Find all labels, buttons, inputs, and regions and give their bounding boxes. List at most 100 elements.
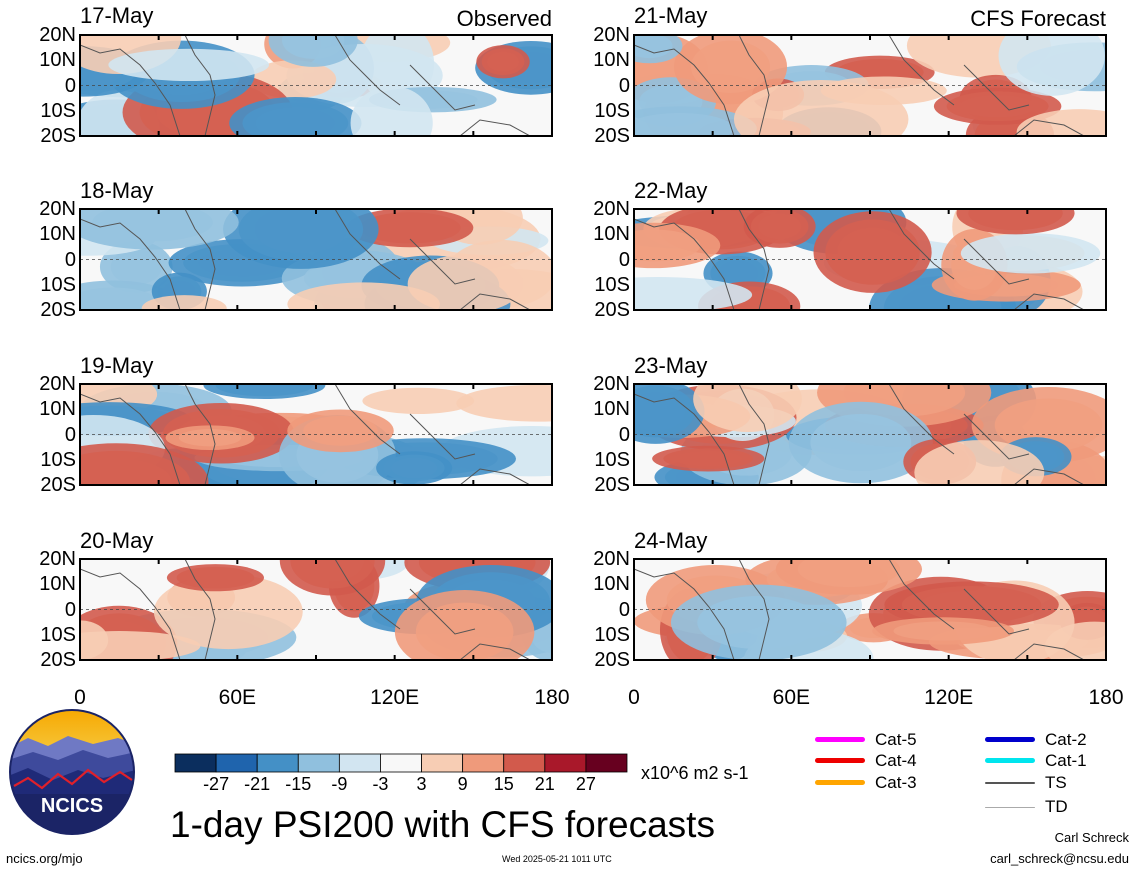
latitude-tick-label: 20S <box>40 299 76 321</box>
panel-date-label: 21-May <box>634 3 708 28</box>
latitude-tick-label: 0 <box>618 423 630 446</box>
panel-date-label: 22-May <box>634 178 708 203</box>
timestamp: Wed 2025-05-21 1011 UTC <box>502 854 612 864</box>
chart-title: 1-day PSI200 with CFS forecasts <box>170 804 715 845</box>
psi200-map-panel <box>79 383 553 486</box>
colorbar-tick-label: -27 <box>203 774 230 794</box>
latitude-tick-label: 10S <box>40 99 76 122</box>
legend-label: Cat-3 <box>875 773 917 792</box>
legend-line-cat-3 <box>815 780 865 785</box>
latitude-tick-label: 10S <box>40 273 76 296</box>
legend-label: TD <box>1045 797 1068 816</box>
longitude-tick-label: 180 <box>1088 686 1124 709</box>
legend-label: Cat-1 <box>1045 751 1087 770</box>
latitude-tick-label: 20N <box>593 24 630 46</box>
psi200-map-panel <box>633 558 1107 661</box>
latitude-tick-label: 20S <box>40 649 76 671</box>
colorbar-tick-label: -21 <box>244 774 271 794</box>
latitude-tick-label: 10N <box>39 398 76 421</box>
legend-line-ts <box>985 782 1035 784</box>
legend-line-cat-1 <box>985 758 1035 763</box>
latitude-tick-label: 0 <box>64 74 76 97</box>
colorbar-tick-label: -15 <box>285 774 312 794</box>
panel-date-label: 24-May <box>634 528 708 553</box>
colorbar-swatch <box>421 753 464 773</box>
longitude-tick-label: 120E <box>924 686 974 709</box>
latitude-tick-label: 10S <box>594 623 630 646</box>
latitude-tick-label: 10S <box>594 99 630 122</box>
colorbar-swatch <box>256 753 299 773</box>
psi200-map-panel <box>633 34 1107 137</box>
colorbar-swatches <box>174 753 628 773</box>
legend-label: Cat-5 <box>875 730 917 749</box>
latitude-tick-label: 10S <box>594 273 630 296</box>
psi200-map-panel <box>79 208 553 311</box>
longitude-tick-label: 60E <box>218 686 257 709</box>
legend-line-td <box>985 807 1035 808</box>
latitude-tick-label: 20N <box>39 373 76 395</box>
latitude-tick-label: 20N <box>39 198 76 220</box>
latitude-tick-label: 20N <box>39 548 76 570</box>
latitude-tick-label: 10N <box>593 573 630 596</box>
panel-date-label: 17-May <box>80 3 154 28</box>
latitude-tick-label: 20N <box>593 373 630 395</box>
site-url: ncics.org/mjo <box>6 851 83 866</box>
colorbar-tick-label: 21 <box>534 774 555 794</box>
panel-date-label: 18-May <box>80 178 154 203</box>
legend-line-cat-2 <box>985 737 1035 742</box>
legend-label: Cat-2 <box>1045 730 1087 749</box>
colorbar-tick-label: 9 <box>457 774 468 794</box>
colorbar-swatch <box>462 753 505 773</box>
longitude-tick-label: 60E <box>772 686 811 709</box>
panel-date-label: 19-May <box>80 353 154 378</box>
latitude-tick-label: 10N <box>593 223 630 246</box>
psi200-map-panel <box>79 34 553 137</box>
latitude-tick-label: 20N <box>39 24 76 46</box>
latitude-tick-label: 20N <box>593 548 630 570</box>
latitude-tick-label: 10S <box>594 448 630 471</box>
colorbar-tick-label: -9 <box>331 774 348 794</box>
colorbar-swatch <box>174 753 217 773</box>
author-name: Carl Schreck <box>1054 830 1129 845</box>
latitude-tick-label: 0 <box>618 598 630 621</box>
latitude-tick-label: 0 <box>64 598 76 621</box>
units-label: x10^6 m2 s-1 <box>641 763 749 783</box>
psi200-map-panel <box>633 208 1107 311</box>
psi200-map-panel <box>633 383 1107 486</box>
colorbar-tick-label: 27 <box>575 774 596 794</box>
panel-date-label: 23-May <box>634 353 708 378</box>
legend-line-cat-5 <box>815 737 865 742</box>
legend-line-cat-4 <box>815 758 865 763</box>
colorbar-swatch <box>380 753 422 773</box>
legend-label: Cat-4 <box>875 751 917 770</box>
latitude-tick-label: 10N <box>593 398 630 421</box>
latitude-tick-label: 0 <box>618 248 630 271</box>
colorbar-swatch <box>215 753 258 773</box>
ncics-logo: NCICS <box>8 708 136 836</box>
latitude-tick-label: 10S <box>40 623 76 646</box>
latitude-tick-label: 20S <box>594 649 630 671</box>
latitude-tick-label: 20S <box>594 474 630 496</box>
latitude-tick-label: 20S <box>40 125 76 147</box>
colorbar-swatch <box>503 753 546 773</box>
colorbar-swatch <box>585 753 628 773</box>
longitude-tick-label: 0 <box>628 686 640 709</box>
longitude-tick-label: 180 <box>534 686 570 709</box>
logo-text: NCICS <box>41 795 103 817</box>
colorbar-swatch <box>338 753 381 773</box>
author-email: carl_schreck@ncsu.edu <box>990 851 1129 866</box>
column-label: Observed <box>456 6 552 31</box>
latitude-tick-label: 0 <box>64 248 76 271</box>
latitude-tick-label: 10N <box>39 49 76 72</box>
colorbar-tick-label: 3 <box>416 774 427 794</box>
psi200-map-panel <box>79 558 553 661</box>
latitude-tick-label: 20N <box>593 198 630 220</box>
column-label: CFS Forecast <box>970 6 1106 31</box>
longitude-tick-label: 120E <box>370 686 420 709</box>
legend-label: TS <box>1045 773 1067 792</box>
longitude-tick-label: 0 <box>74 686 86 709</box>
colorbar-tick-label: -3 <box>372 774 389 794</box>
panel-date-label: 20-May <box>80 528 154 553</box>
latitude-tick-label: 10S <box>40 448 76 471</box>
latitude-tick-label: 20S <box>40 474 76 496</box>
